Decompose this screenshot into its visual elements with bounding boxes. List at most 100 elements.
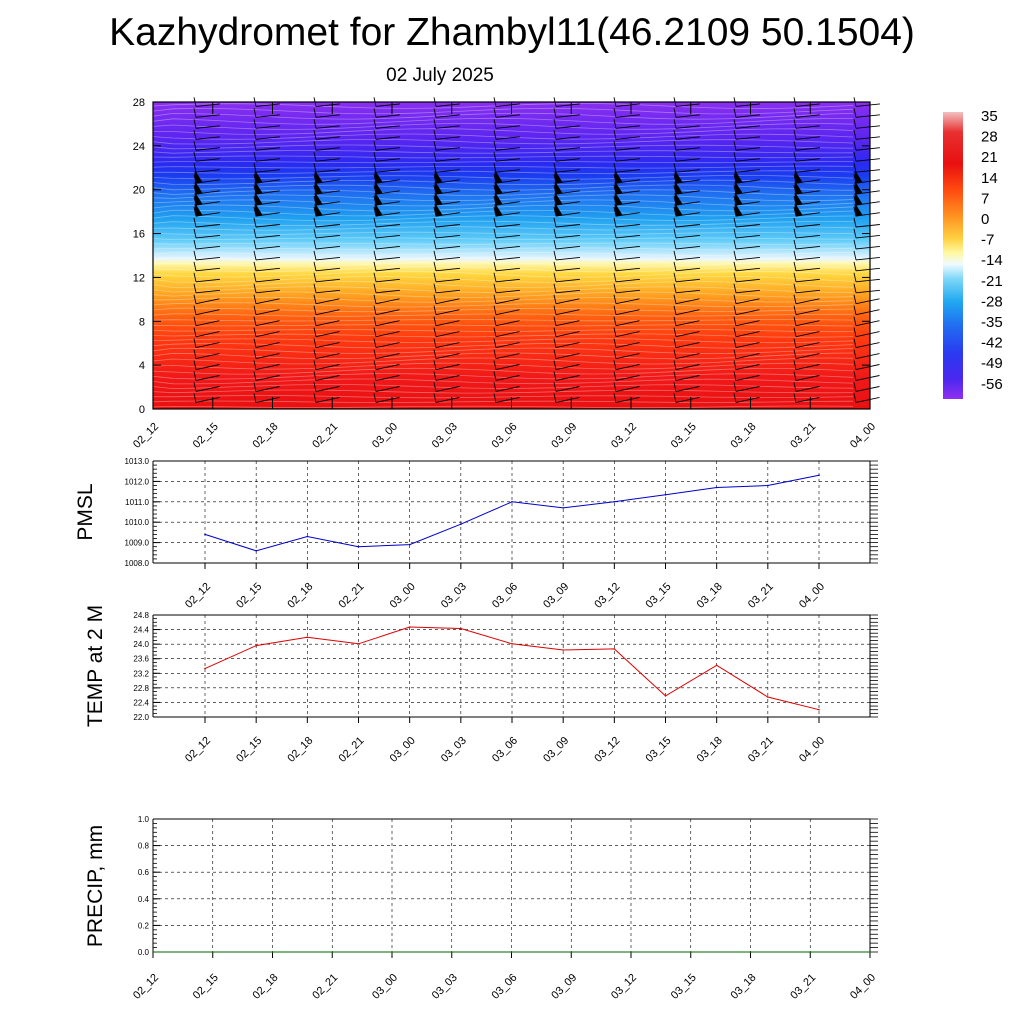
- wind-barb-pennant: [614, 203, 623, 217]
- wind-barb-feather: [373, 393, 377, 403]
- wind-barb-feather: [793, 349, 797, 359]
- x-tick-label: 03_00: [388, 581, 418, 611]
- wind-barb: [615, 289, 640, 294]
- wind-barb: [195, 147, 220, 151]
- wind-barb: [855, 224, 880, 228]
- wind-barb: [855, 234, 880, 239]
- x-tick-label: 03_03: [439, 735, 469, 765]
- wind-barb-feather: [493, 393, 497, 403]
- wind-barb-feather: [613, 141, 617, 151]
- pmsl-panel: 1008.0 1009.0 1010.0 1011.0 1012.0 1013.0 02_1…: [74, 457, 878, 611]
- data-point: [357, 643, 360, 645]
- wind-barb-feather: [493, 141, 497, 151]
- wind-barb: [495, 245, 520, 250]
- y-tick-label: 0.4: [138, 895, 150, 904]
- wind-barb: [315, 256, 340, 261]
- wind-barb-feather: [613, 163, 617, 173]
- data-point: [715, 664, 718, 667]
- wind-barb-feather: [673, 360, 677, 370]
- wind-barb-feather: [733, 163, 737, 173]
- wind-barb-feather: [193, 338, 197, 348]
- x-tick-label: 03_21: [788, 421, 818, 451]
- isotherm-line: [152, 307, 854, 313]
- wind-barb-feather: [553, 130, 557, 140]
- wind-barb: [675, 245, 700, 250]
- x-tick-label: 02_18: [285, 735, 315, 765]
- wind-barb: [255, 267, 280, 272]
- wind-barb-feather: [433, 382, 437, 392]
- data-point: [570, 951, 573, 953]
- wind-barb-pennant: [554, 192, 563, 206]
- wind-barb: [435, 278, 460, 283]
- wind-barb: [495, 125, 520, 129]
- isotherm-line: [152, 215, 854, 222]
- wind-barb-feather: [613, 272, 617, 282]
- wind-barb-feather: [733, 217, 737, 228]
- wind-barb: [375, 267, 400, 272]
- wind-barb-feather: [373, 294, 377, 304]
- wind-barb-feather: [793, 228, 797, 239]
- wind-barb: [615, 331, 640, 338]
- wind-barb: [735, 309, 760, 316]
- wind-barb-feather: [853, 338, 857, 348]
- wind-barb: [255, 278, 280, 283]
- wind-barb-feather: [313, 360, 317, 370]
- wind-barb: [195, 224, 220, 228]
- wind-barb-feather: [313, 272, 317, 282]
- wind-barb: [315, 375, 340, 381]
- data-point: [664, 493, 667, 496]
- y-tick-label: 12: [133, 272, 145, 284]
- wind-barb: [615, 234, 640, 239]
- wind-barb-feather: [193, 305, 197, 315]
- isotherm-line: [152, 165, 854, 169]
- wind-barb-feather: [853, 272, 857, 282]
- wind-barb-feather: [373, 152, 377, 162]
- wind-barb: [435, 267, 460, 272]
- colorbar-label: -21: [981, 273, 1003, 290]
- wind-barb-feather: [613, 338, 617, 348]
- wind-barb: [555, 320, 580, 327]
- x-tick-label: 03_00: [370, 972, 400, 1002]
- wind-barb-feather: [853, 130, 857, 140]
- data-point: [510, 951, 513, 953]
- wind-barb-feather: [493, 130, 497, 140]
- wind-barb: [795, 396, 820, 403]
- wind-barb: [435, 103, 460, 107]
- wind-barb-feather: [493, 108, 497, 118]
- colorbar-label: 28: [981, 129, 998, 146]
- isotherm-line: [152, 367, 854, 375]
- wind-barb-feather: [613, 228, 617, 239]
- wind-barb-feather: [313, 119, 317, 129]
- isotherm-line: [152, 117, 853, 125]
- wind-barb-feather: [793, 382, 797, 392]
- y-tick-label: 1011.0: [125, 498, 149, 507]
- wind-barb: [555, 136, 580, 140]
- wind-barb-feather: [193, 119, 197, 129]
- wind-barb: [195, 353, 220, 360]
- y-axis-label: TEMP at 2 M: [84, 605, 107, 727]
- wind-barb-feather: [793, 261, 797, 271]
- data-point: [204, 667, 206, 670]
- x-tick-label: 02_15: [234, 581, 264, 611]
- data-point: [391, 951, 393, 953]
- data-point: [818, 474, 820, 477]
- wind-barb: [195, 234, 220, 239]
- wind-barb: [255, 114, 280, 118]
- wind-barb-feather: [553, 217, 557, 228]
- wind-barb: [195, 364, 220, 370]
- wind-barb-pennant: [494, 192, 503, 206]
- wind-barbs: [193, 97, 880, 403]
- wind-barb-feather: [793, 294, 797, 304]
- wind-barb-feather: [373, 130, 377, 140]
- wind-barb-feather: [373, 108, 377, 118]
- data-point: [255, 550, 257, 552]
- isotherm-line: [152, 338, 854, 344]
- wind-barb: [375, 136, 400, 140]
- wind-barb: [495, 278, 520, 283]
- wind-barb: [555, 158, 580, 162]
- wind-barb: [375, 342, 400, 349]
- wind-barb: [435, 234, 460, 239]
- wind-barb-pennant: [854, 170, 863, 184]
- wind-barb: [675, 331, 700, 338]
